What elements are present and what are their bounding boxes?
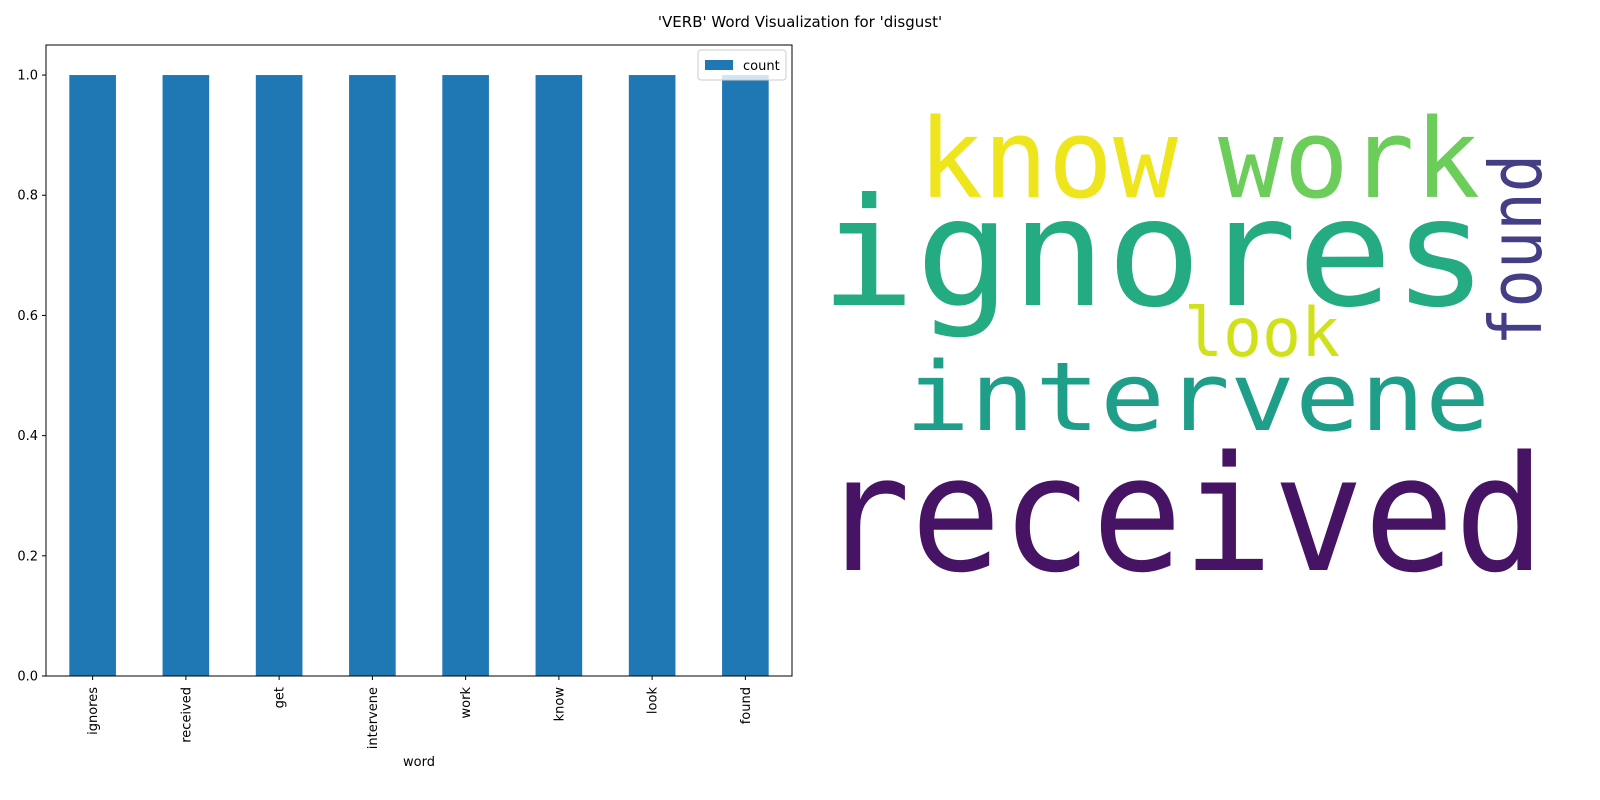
y-tick-label: 0.8: [17, 189, 38, 204]
plot-frame: [45, 44, 793, 677]
bar-ignores: [69, 75, 116, 677]
cloud-word-received: received: [820, 421, 1545, 608]
figure-title: 'VERB' Word Visualization for 'disgust': [658, 13, 942, 31]
bar-received: [162, 75, 210, 677]
x-tick-label: look: [646, 687, 661, 715]
legend: count: [697, 49, 787, 81]
legend-swatch: [705, 60, 733, 70]
bar-series: [69, 75, 769, 677]
cloud-word-intervene: intervene: [905, 343, 1490, 453]
legend-box: [697, 49, 787, 81]
bar-chart: 0.0 0.2 0.4 0.6 0.8 1.0 ignores received get int…: [17, 44, 793, 770]
cloud-word-look: look: [1184, 294, 1340, 373]
y-tick-label: 0.2: [17, 549, 38, 564]
bar-look: [628, 75, 676, 677]
legend-label: count: [743, 59, 780, 74]
x-tick-label: work: [459, 687, 474, 719]
y-axis: 0.0 0.2 0.4 0.6 0.8 1.0: [17, 69, 46, 685]
cloud-word-know: know: [918, 95, 1179, 223]
x-axis: ignores received get intervene work know look f…: [86, 676, 754, 749]
cloud-word-ignores: ignores: [820, 167, 1488, 341]
x-tick-label: found: [739, 687, 754, 724]
cloud-word-found: found: [1474, 154, 1558, 346]
bar-intervene: [349, 75, 396, 677]
bar-get: [255, 75, 303, 677]
y-tick-label: 1.0: [17, 69, 38, 84]
x-tick-label: intervene: [366, 687, 381, 749]
x-tick-label: know: [552, 687, 567, 722]
bar-work: [442, 75, 489, 677]
y-tick-label: 0.4: [17, 429, 38, 444]
x-tick-label: ignores: [86, 687, 101, 735]
x-tick-label: get: [273, 687, 288, 708]
y-tick-label: 0.0: [17, 670, 38, 685]
y-tick-label: 0.6: [17, 309, 38, 324]
bar-found: [722, 75, 769, 677]
bar-know: [535, 75, 583, 677]
cloud-word-work: work: [1218, 95, 1480, 223]
x-axis-label: word: [403, 755, 435, 770]
x-tick-label: received: [179, 687, 194, 743]
